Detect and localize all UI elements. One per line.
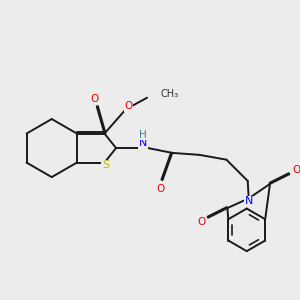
Text: O: O (292, 165, 300, 175)
Text: O: O (157, 184, 165, 194)
Text: H: H (139, 130, 147, 140)
Text: O: O (91, 94, 99, 104)
Text: S: S (102, 160, 109, 170)
Text: N: N (139, 138, 147, 148)
Text: O: O (124, 101, 133, 111)
Text: CH₃: CH₃ (160, 89, 179, 99)
Text: O: O (197, 217, 206, 226)
Text: N: N (244, 196, 253, 206)
